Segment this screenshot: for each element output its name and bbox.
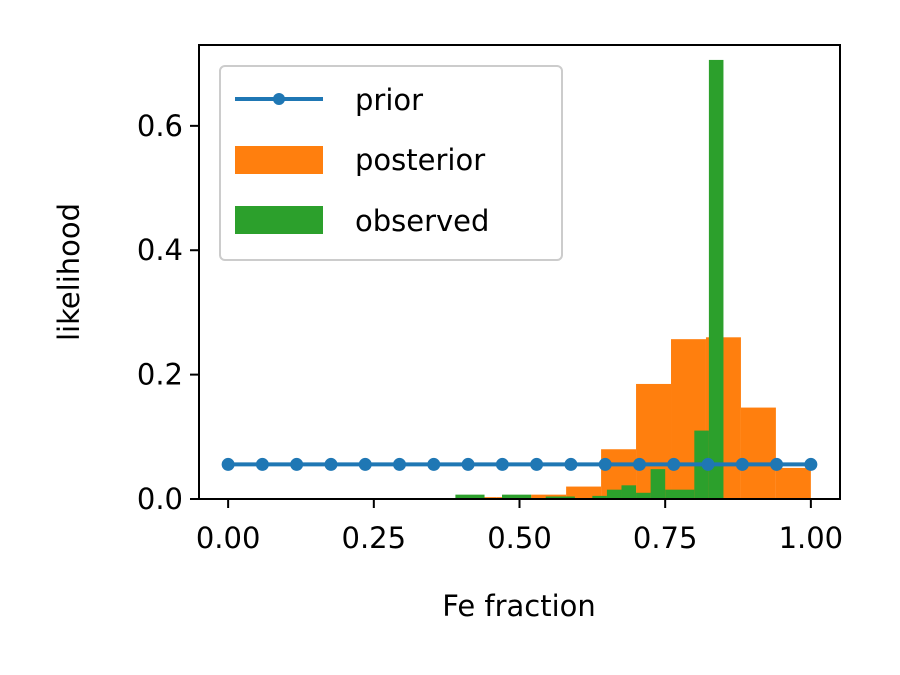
observed-bar-5 [621, 485, 637, 499]
x-tick-label-0: 0.00 [196, 521, 261, 555]
legend-observed-label: observed [355, 204, 489, 238]
observed-bar-0 [455, 494, 485, 499]
prior-point-16 [770, 457, 784, 471]
x-tick-label-3: 0.75 [633, 521, 698, 555]
y-axis: 0.0 0.2 0.4 0.6 [137, 109, 199, 516]
legend-observed-swatch [235, 206, 323, 234]
prior-point-11 [598, 457, 612, 471]
prior-point-2 [290, 457, 304, 471]
prior-point-17 [804, 457, 818, 471]
legend-prior-label: prior [355, 83, 423, 117]
x-tick-label-1: 0.25 [342, 521, 407, 555]
observed-bar-3 [592, 495, 607, 499]
observed-bar-6 [636, 492, 651, 499]
prior-point-7 [461, 457, 475, 471]
prior-point-0 [221, 457, 235, 471]
prior-point-10 [564, 457, 578, 471]
observed-bar-4 [606, 489, 622, 499]
x-tick-label-2: 0.50 [487, 521, 552, 555]
y-tick-label-0: 0.0 [137, 482, 183, 516]
posterior-bar-8 [740, 407, 776, 499]
prior-point-1 [255, 457, 269, 471]
x-tick-label-4: 1.00 [779, 521, 844, 555]
prior-point-13 [667, 457, 681, 471]
observed-bar-1 [502, 494, 532, 499]
prior-point-4 [358, 457, 372, 471]
legend: prior posterior observed [219, 65, 563, 261]
x-axis-label: Fe fraction [442, 589, 596, 623]
prior-point-15 [735, 457, 749, 471]
legend-prior-marker-dot [273, 93, 285, 105]
legend-posterior-label: posterior [355, 143, 485, 177]
prior-point-5 [393, 457, 407, 471]
y-tick-label-3: 0.6 [137, 109, 183, 143]
bars-layer [455, 59, 811, 500]
observed-bar-10 [708, 59, 724, 500]
prior-point-14 [701, 457, 715, 471]
y-tick-label-2: 0.4 [137, 233, 183, 267]
y-tick-label-1: 0.2 [137, 358, 183, 392]
observed-bar-7 [650, 469, 666, 499]
prior-point-8 [495, 457, 509, 471]
prior-point-9 [530, 457, 544, 471]
prior-point-6 [427, 457, 441, 471]
x-axis: 0.00 0.25 0.50 0.75 1.00 [196, 499, 843, 555]
prior-point-12 [632, 457, 646, 471]
prior-point-3 [324, 457, 338, 471]
observed-bar-2 [545, 496, 575, 499]
y-axis-label: likelihood [52, 203, 86, 341]
posterior-bar-9 [775, 467, 811, 499]
observed-bar-8 [665, 489, 695, 499]
legend-posterior-swatch [235, 146, 323, 174]
line-layer [221, 457, 818, 471]
